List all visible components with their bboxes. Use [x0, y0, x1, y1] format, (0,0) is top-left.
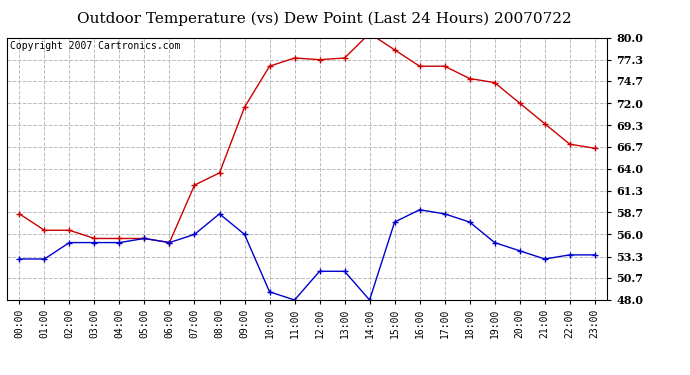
Text: Outdoor Temperature (vs) Dew Point (Last 24 Hours) 20070722: Outdoor Temperature (vs) Dew Point (Last… [77, 11, 572, 26]
Text: Copyright 2007 Cartronics.com: Copyright 2007 Cartronics.com [10, 42, 180, 51]
